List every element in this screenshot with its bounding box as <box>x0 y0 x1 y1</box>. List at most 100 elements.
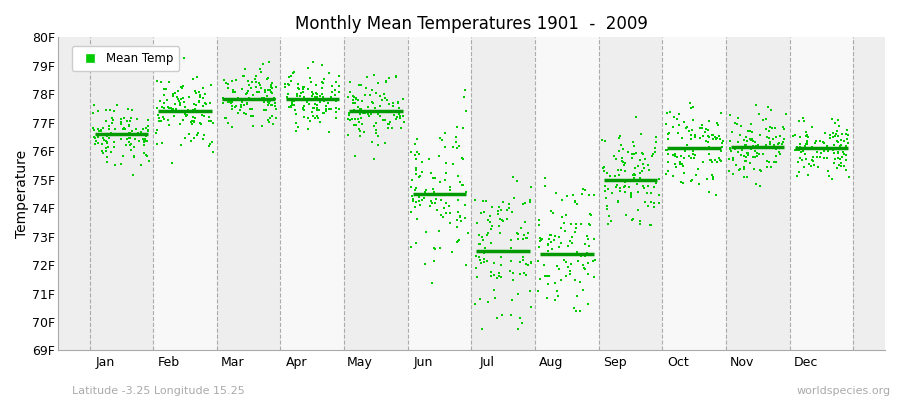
Point <box>646 150 661 157</box>
Point <box>670 115 684 122</box>
Point <box>484 226 499 232</box>
Point <box>742 160 757 166</box>
Point <box>305 92 320 99</box>
Point <box>288 106 302 113</box>
Point <box>772 140 787 146</box>
Point <box>197 91 211 97</box>
Point <box>726 171 741 178</box>
Point <box>649 176 663 183</box>
Point <box>292 93 307 99</box>
Point <box>108 126 122 132</box>
Point <box>439 170 454 176</box>
Point <box>633 175 647 182</box>
Point <box>702 189 716 196</box>
Point <box>648 149 662 155</box>
Point <box>756 116 770 123</box>
Point <box>110 101 124 108</box>
Point <box>100 139 114 145</box>
Point <box>390 108 404 115</box>
Point <box>404 208 419 215</box>
Point <box>120 136 134 142</box>
Point <box>798 143 813 150</box>
Point <box>220 120 235 126</box>
Point <box>688 134 703 140</box>
Point <box>580 236 595 242</box>
Point <box>672 122 687 129</box>
Point <box>232 106 247 113</box>
Point <box>173 100 187 106</box>
Point <box>94 141 109 148</box>
Point <box>739 158 753 164</box>
Point <box>431 152 446 159</box>
Point <box>122 130 137 136</box>
Point <box>724 111 738 118</box>
Point <box>441 202 455 209</box>
Point <box>608 173 622 179</box>
Point <box>114 116 129 122</box>
Point <box>182 131 196 138</box>
Point <box>352 82 366 88</box>
Point <box>427 186 441 192</box>
Point <box>94 128 108 134</box>
Point <box>752 167 767 173</box>
Point <box>269 84 284 90</box>
Point <box>686 151 700 158</box>
Point <box>122 123 136 129</box>
Point <box>366 72 381 78</box>
Point <box>443 187 457 193</box>
Point <box>193 91 207 98</box>
Point <box>693 134 707 141</box>
Point <box>116 153 130 160</box>
Title: Monthly Mean Temperatures 1901  -  2009: Monthly Mean Temperatures 1901 - 2009 <box>295 15 648 33</box>
Point <box>87 134 102 141</box>
Point <box>821 168 835 174</box>
Point <box>564 221 579 227</box>
Point <box>119 142 133 148</box>
Point <box>136 126 150 132</box>
Point <box>95 150 110 156</box>
Point <box>132 138 147 144</box>
Point <box>102 122 116 129</box>
Point <box>239 90 254 96</box>
Point <box>319 108 333 114</box>
Point <box>224 78 238 84</box>
Point <box>468 301 482 308</box>
Point <box>701 133 716 139</box>
Point <box>325 83 339 90</box>
Point <box>370 111 384 118</box>
Point <box>369 127 383 133</box>
Point <box>560 251 574 258</box>
Point <box>185 76 200 82</box>
Point <box>702 151 716 158</box>
Point <box>786 133 800 139</box>
Point <box>811 164 825 170</box>
Point <box>360 74 374 81</box>
Point <box>708 192 723 199</box>
Point <box>473 210 488 216</box>
Point <box>799 141 814 147</box>
Point <box>760 104 775 110</box>
Point <box>139 133 153 139</box>
Point <box>802 161 816 167</box>
Point <box>518 200 532 206</box>
Point <box>325 89 339 95</box>
Point <box>470 220 484 226</box>
Point <box>184 121 199 127</box>
Point <box>261 87 275 94</box>
Point <box>377 95 392 102</box>
Point <box>152 115 166 121</box>
Point <box>764 107 778 113</box>
Point <box>759 116 773 122</box>
Bar <box>598 37 662 350</box>
Bar <box>89 37 153 350</box>
Point <box>342 110 356 116</box>
Point <box>569 225 583 232</box>
Point <box>829 131 843 138</box>
Point <box>831 154 845 161</box>
Point <box>524 304 538 311</box>
Point <box>722 168 736 174</box>
Point <box>536 236 550 243</box>
Point <box>714 109 728 116</box>
Point <box>369 130 383 136</box>
Point <box>394 125 409 131</box>
